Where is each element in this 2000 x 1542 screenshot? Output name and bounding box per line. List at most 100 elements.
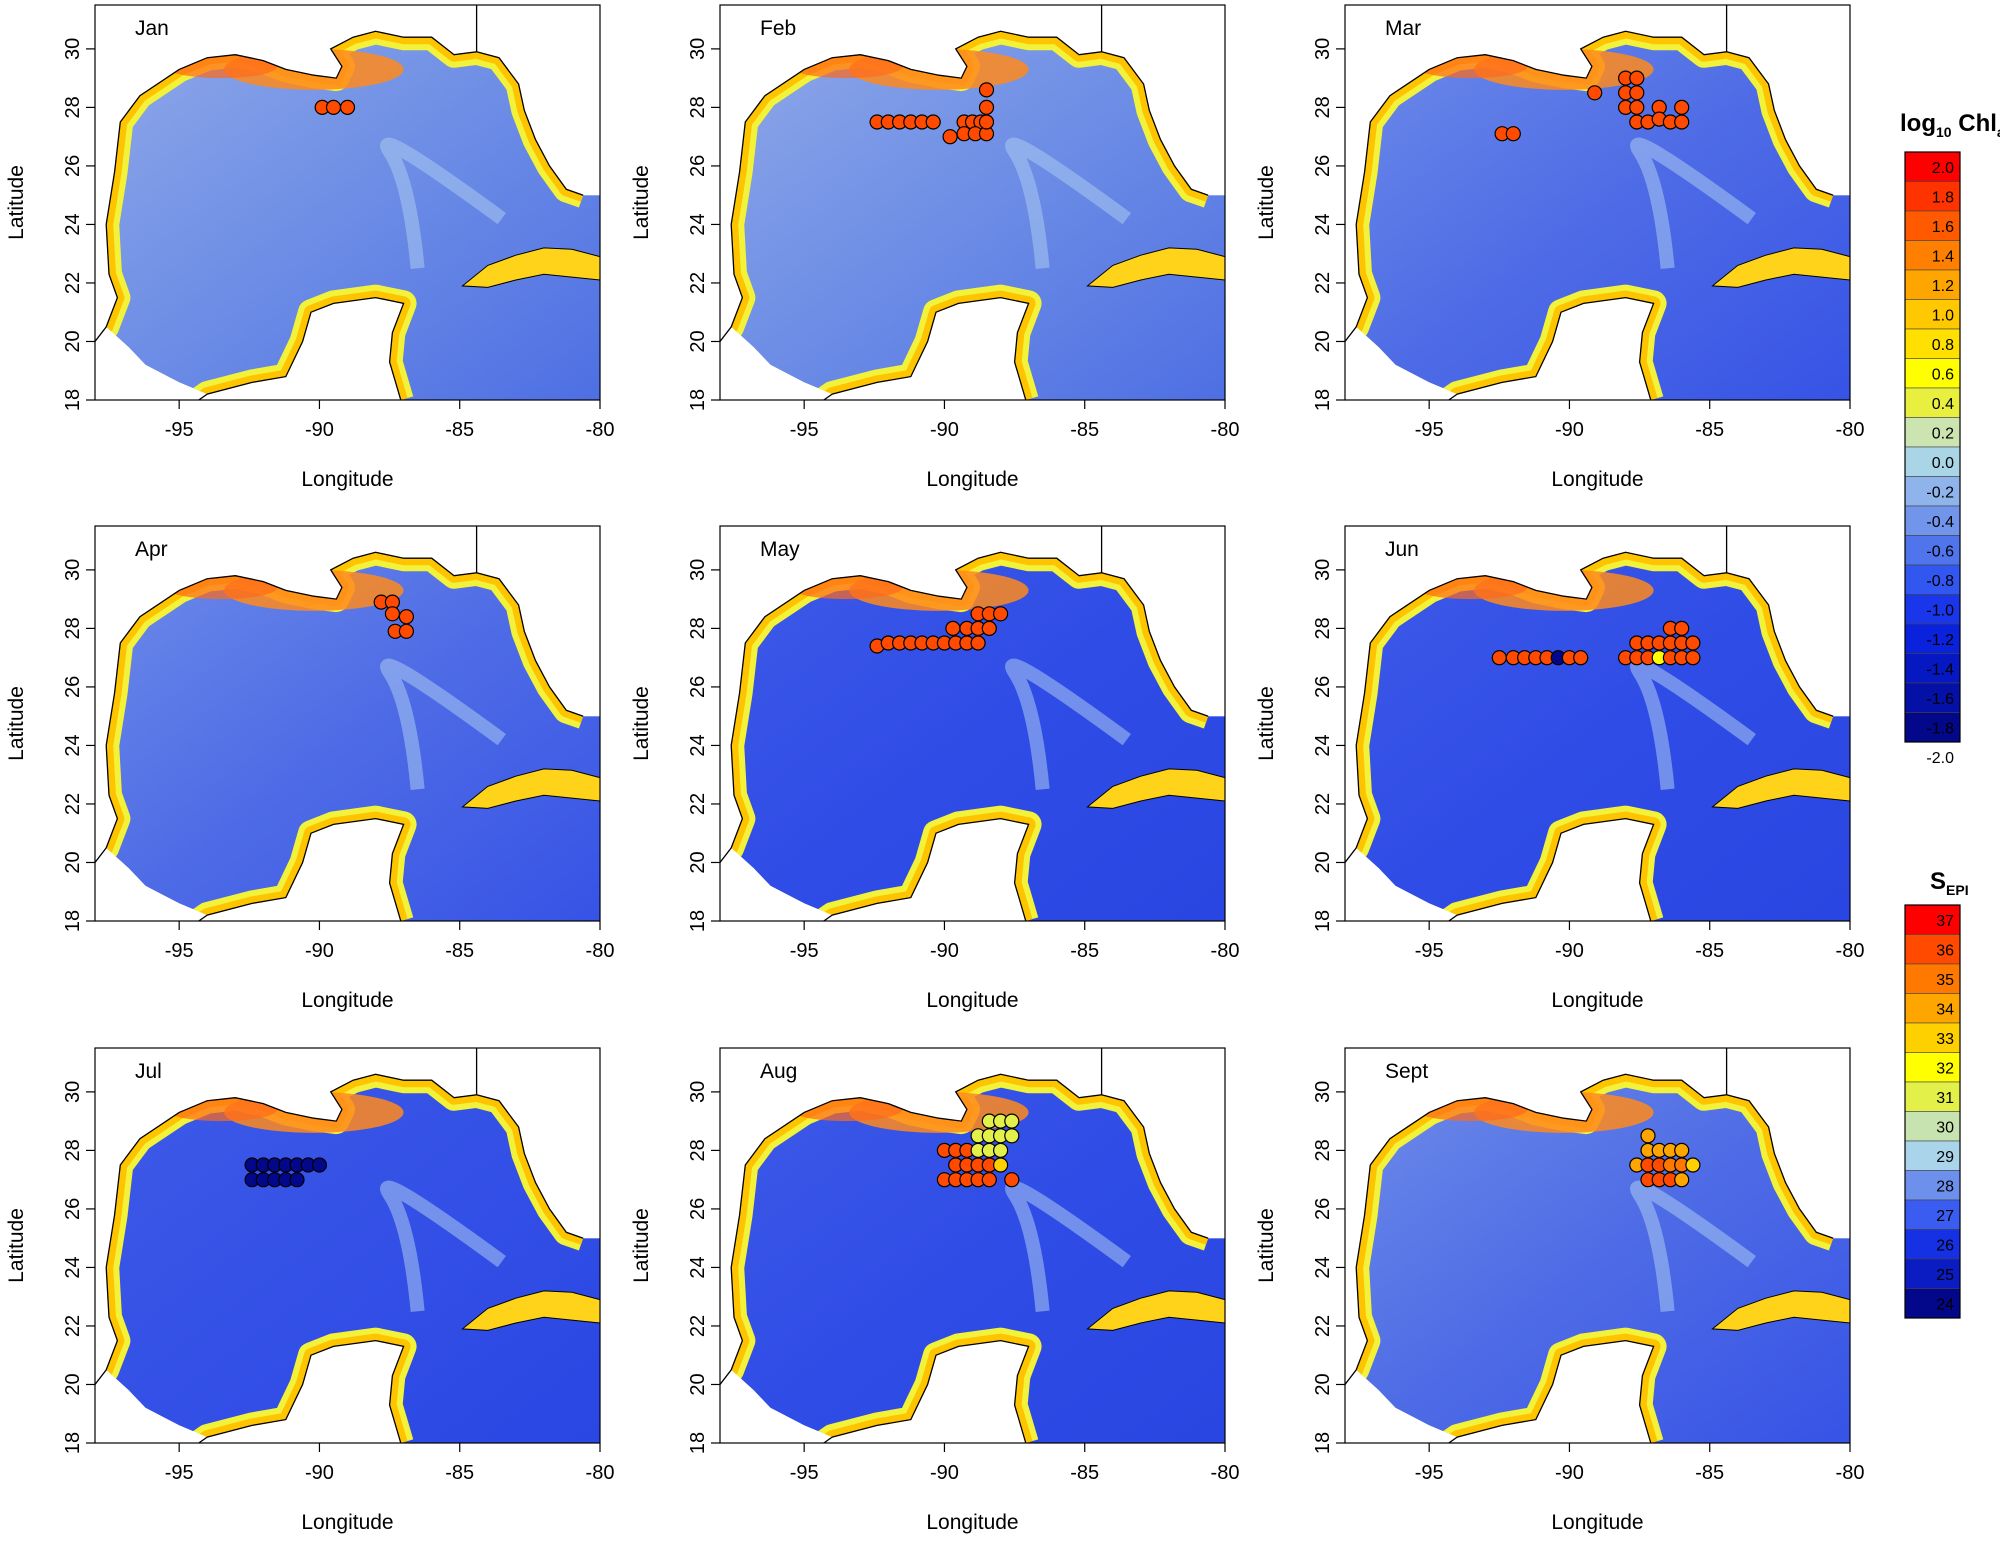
x-tick-label: -95: [165, 419, 194, 441]
legend-tick-label: -1.6: [1926, 691, 1954, 708]
station-point: [384, 606, 400, 622]
coastline: [1101, 51, 1209, 196]
station-point: [1674, 620, 1690, 637]
legend-tick-label: 1.4: [1932, 248, 1954, 265]
cuba-island: [1711, 1290, 1850, 1331]
x-tick-label: -85: [1070, 419, 1099, 441]
panel-frame: [719, 1047, 1226, 1444]
station-point: [978, 99, 995, 116]
florida-land: [476, 526, 600, 717]
legend-tick-label: 26: [1936, 1237, 1954, 1254]
y-tick-label: 22: [1312, 1315, 1334, 1337]
station-point: [1573, 650, 1589, 666]
yucatan-land: [823, 818, 1029, 921]
coastline: [1345, 1048, 1728, 1385]
x-axis-title: Longitude: [1551, 1511, 1643, 1534]
gulf-water: [106, 552, 600, 921]
y-tick-label: 20: [1312, 1373, 1334, 1395]
legend-tick-label: -1.8: [1926, 720, 1954, 737]
cuba-island: [1711, 768, 1850, 809]
legend-tick-label: 0.2: [1932, 425, 1954, 442]
station-point: [398, 609, 414, 625]
mexico-land: [1345, 326, 1458, 400]
station-point: [978, 114, 995, 130]
yucatan-land: [1448, 1340, 1654, 1443]
x-tick-label: -80: [1836, 419, 1865, 441]
y-tick-label: 30: [687, 1081, 709, 1103]
panel-frame: [719, 4, 1226, 401]
north-america-land: [1345, 1048, 1727, 1385]
x-axis-title: Longitude: [301, 468, 393, 491]
yucatan-land: [198, 1340, 404, 1443]
y-tick-label: 28: [62, 1139, 84, 1161]
yucatan-land: [823, 297, 1029, 400]
legend-tick-label: 33: [1936, 1031, 1954, 1048]
x-tick-label: -80: [586, 940, 615, 962]
north-america-land: [1345, 526, 1727, 863]
legend-frame: [1904, 151, 1961, 743]
panel-frame: [94, 4, 601, 401]
legend-swatch: [1904, 1081, 1961, 1112]
legend-tick-label: -1.0: [1926, 602, 1954, 619]
y-tick-label: 24: [1312, 213, 1334, 235]
x-tick-label: -90: [930, 419, 959, 441]
station-point: [1505, 126, 1521, 142]
chl-legend: log10 Chla 2.0 1.8 1.6 1.4 1.2 1.0 0.8 0.6 0.4 0.…: [1900, 110, 2000, 767]
florida-land: [476, 5, 600, 196]
month-label: Sept: [1385, 1060, 1428, 1083]
legend-tick-label: 1.2: [1932, 278, 1954, 295]
legend-tick-label: 0.0: [1932, 455, 1954, 472]
station-point: [1685, 650, 1701, 666]
x-axis-title: Longitude: [1551, 468, 1643, 491]
florida-land: [1101, 1048, 1225, 1239]
legend-tick-label: 25: [1936, 1267, 1954, 1284]
map-panel-apr: Apr -95 -90 -85 -80 18 20 22 24 26 28 30 Longitude La…: [5, 525, 615, 1012]
coastline: [1448, 296, 1655, 400]
yucatan-land: [823, 1340, 1029, 1443]
month-label: Jul: [135, 1060, 162, 1083]
station-point: [1685, 635, 1701, 651]
y-tick-label: 30: [687, 38, 709, 60]
legend-swatch: [1904, 1229, 1961, 1260]
x-tick-label: -80: [1211, 940, 1240, 962]
month-label: Jan: [135, 17, 169, 40]
cuba-island: [1711, 247, 1850, 288]
y-tick-label: 28: [687, 1139, 709, 1161]
loop-current-feature: [380, 1180, 506, 1312]
legend-swatch: [1904, 1052, 1961, 1083]
legend-tick-label: -0.6: [1926, 543, 1954, 560]
legend-tick-label: 35: [1936, 972, 1954, 989]
station-point: [1674, 114, 1690, 130]
legend-tick-label: 27: [1936, 1208, 1954, 1225]
x-tick-label: -80: [1836, 940, 1865, 962]
map-panel-sept: Sept -95 -90 -85 -80 18 20 22 24 26 28 30 Longitude L…: [1255, 1047, 1864, 1534]
y-tick-label: 20: [687, 1373, 709, 1395]
mexico-land: [95, 1369, 208, 1443]
yucatan-land: [198, 818, 404, 921]
legend-tick-label: -0.2: [1926, 484, 1954, 501]
legend-swatch: [1904, 653, 1961, 684]
station-point: [1674, 1142, 1690, 1159]
y-tick-label: 18: [62, 910, 84, 932]
florida-land: [1726, 526, 1850, 717]
y-tick-label: 20: [62, 330, 84, 352]
mexico-land: [95, 326, 208, 400]
x-tick-label: -95: [165, 940, 194, 962]
coastline: [198, 817, 405, 921]
y-tick-label: 22: [1312, 272, 1334, 294]
legend-swatch: [1904, 623, 1961, 654]
station-point: [1629, 85, 1645, 101]
cuba-island: [1086, 247, 1225, 288]
legend-tick-label: 1.6: [1932, 219, 1954, 236]
station-point: [925, 114, 941, 130]
station-point: [1674, 99, 1690, 116]
map-panel-jun: Jun -95 -90 -85 -80 18 20 22 24 26 28 30 Longitude La…: [1255, 525, 1865, 1012]
y-tick-label: 22: [62, 1315, 84, 1337]
florida-land: [476, 1048, 600, 1239]
north-america-land: [720, 1048, 1102, 1385]
y-tick-label: 24: [62, 1256, 84, 1278]
gulf-water: [106, 31, 600, 400]
y-axis-title: Latitude: [5, 1208, 28, 1283]
loop-current-feature: [1005, 137, 1131, 270]
yucatan-land: [1448, 297, 1654, 400]
